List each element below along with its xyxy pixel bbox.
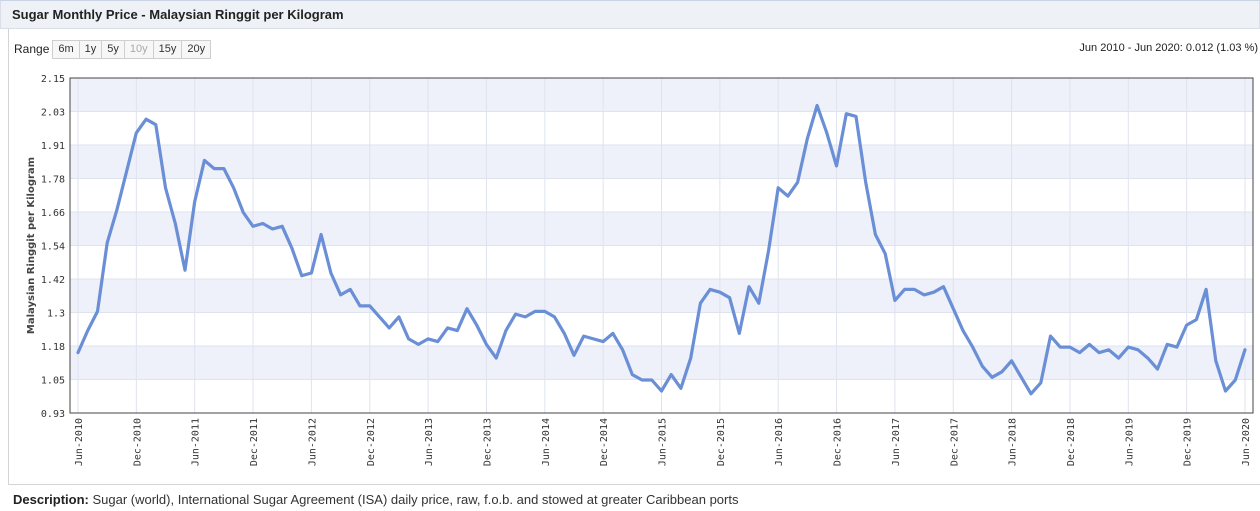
x-tick-label: Dec-2016: [833, 418, 844, 466]
range-6m-button[interactable]: 6m: [52, 39, 80, 59]
range-label: Range: [14, 42, 50, 56]
chart-panel: [8, 29, 1260, 485]
y-tick-label: 1.3: [47, 309, 65, 320]
description: Description: Sugar (world), Internationa…: [13, 492, 738, 507]
x-tick-label: Dec-2014: [599, 418, 610, 466]
y-tick-label: 1.78: [41, 175, 65, 186]
description-label: Description:: [13, 492, 89, 507]
x-tick-label: Dec-2013: [482, 418, 493, 466]
x-tick-label: Jun-2012: [307, 418, 318, 466]
y-tick-label: 1.05: [41, 376, 65, 387]
y-tick-label: 1.54: [41, 242, 65, 253]
x-tick-label: Jun-2011: [191, 418, 202, 466]
x-tick-label: Dec-2015: [716, 418, 727, 466]
x-tick-label: Jun-2020: [1241, 418, 1252, 466]
y-tick-label: 1.18: [41, 342, 65, 353]
x-tick-label: Dec-2012: [366, 418, 377, 466]
x-tick-label: Jun-2018: [1008, 418, 1019, 466]
range-summary: Jun 2010 - Jun 2020: 0.012 (1.03 %): [1079, 42, 1258, 54]
x-tick-label: Dec-2017: [949, 418, 960, 466]
y-tick-label: 2.03: [41, 108, 65, 119]
x-tick-label: Jun-2014: [541, 418, 552, 466]
x-tick-label: Jun-2017: [891, 418, 902, 466]
series-line: [76, 103, 1247, 396]
chart-header: Sugar Monthly Price - Malaysian Ringgit …: [0, 0, 1260, 29]
y-tick-label: 2.15: [41, 74, 65, 85]
x-tick-label: Dec-2011: [249, 418, 260, 466]
y-axis-label: Malaysian Ringgit per Kilogram: [26, 157, 37, 334]
x-tick-label: Dec-2018: [1066, 418, 1077, 466]
x-tick-label: Jun-2019: [1124, 418, 1135, 466]
range-15y-button[interactable]: 15y: [152, 39, 183, 59]
range-selector: Range 6m 1y 5y 10y 15y 20y: [14, 39, 212, 59]
plot-border: [69, 77, 1254, 414]
x-tick-label: Jun-2013: [424, 418, 435, 466]
x-tick-label: Jun-2015: [658, 418, 669, 466]
range-5y-button[interactable]: 5y: [101, 39, 125, 59]
y-tick-label: 1.42: [41, 275, 65, 286]
range-1y-button[interactable]: 1y: [78, 39, 103, 59]
x-tick-label: Dec-2010: [132, 418, 143, 466]
chart-title: Sugar Monthly Price - Malaysian Ringgit …: [12, 7, 344, 22]
description-text: Sugar (world), International Sugar Agree…: [92, 492, 739, 507]
x-tick-label: Dec-2019: [1183, 418, 1194, 466]
x-tick-label: Jun-2010: [74, 418, 85, 466]
y-tick-label: 1.91: [41, 141, 65, 152]
range-20y-button[interactable]: 20y: [181, 39, 212, 59]
y-tick-label: 1.66: [41, 208, 65, 219]
y-tick-label: 0.93: [41, 409, 65, 420]
x-tick-label: Jun-2016: [774, 418, 785, 466]
